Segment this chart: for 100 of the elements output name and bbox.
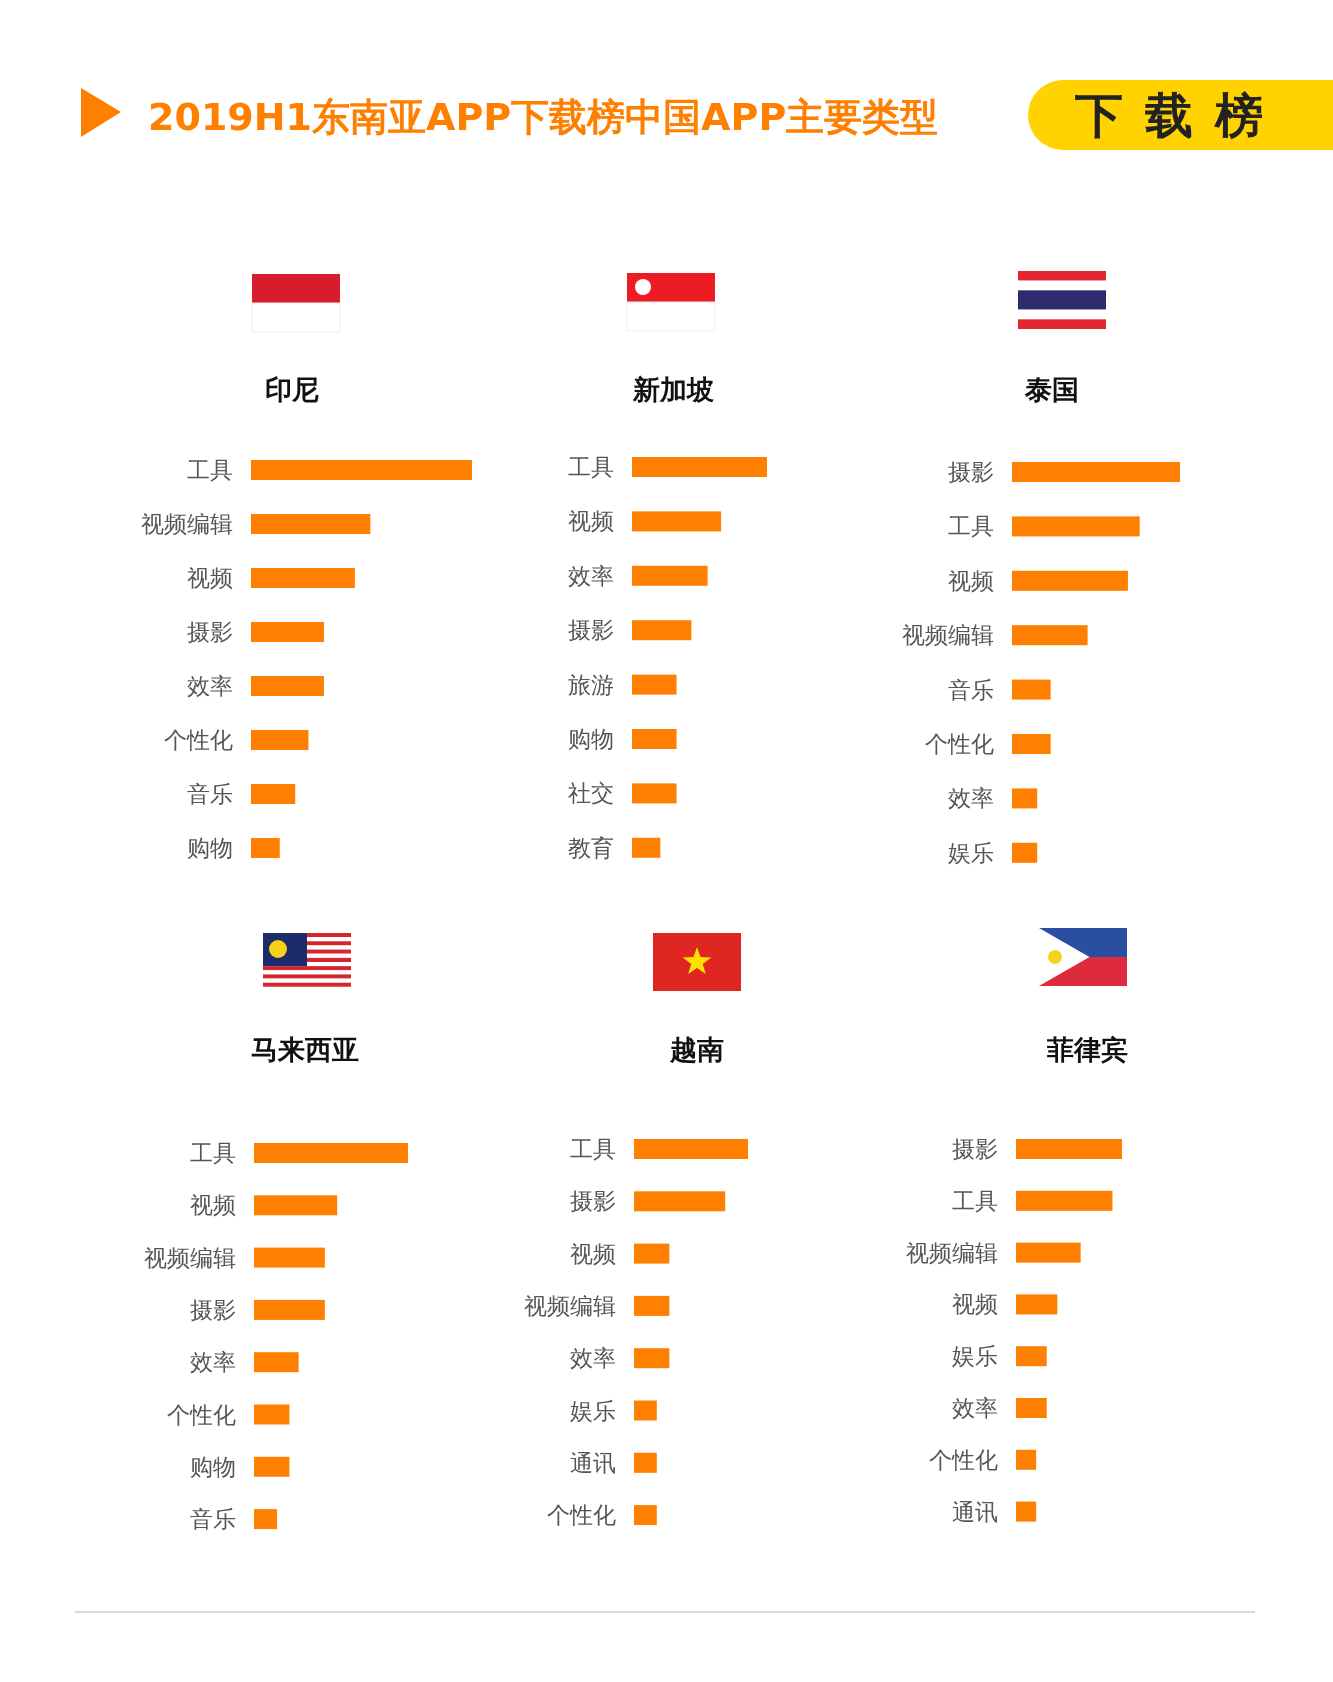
y-tick-label: 视频: [187, 565, 233, 591]
y-tick-label: 工具: [952, 1187, 998, 1214]
y-tick-label: 视频编辑: [141, 511, 233, 537]
chart-title: 马来西亚: [251, 1034, 359, 1065]
y-tick-label: 通讯: [570, 1449, 616, 1476]
bar: [251, 622, 324, 642]
bar: [1012, 679, 1051, 700]
y-tick-label: 工具: [187, 457, 233, 483]
bar: [254, 1195, 338, 1216]
y-tick-label: 视频: [952, 1291, 998, 1318]
y-tick-label: 工具: [190, 1140, 236, 1166]
bar: [251, 568, 355, 588]
y-tick-label: 旅游: [568, 671, 614, 698]
bar: [254, 1352, 299, 1373]
bar: [632, 511, 722, 532]
y-tick-label: 音乐: [948, 676, 994, 703]
bar: [251, 784, 296, 804]
bar: [1016, 1501, 1037, 1522]
y-tick-label: 个性化: [925, 731, 994, 757]
bar: [254, 1456, 290, 1477]
y-tick-label: 音乐: [190, 1506, 236, 1533]
y-tick-label: 效率: [568, 562, 614, 589]
y-tick-label: 摄影: [568, 617, 614, 644]
bar: [1016, 1139, 1122, 1159]
chart-title: 印尼: [265, 374, 319, 405]
bar: [1012, 734, 1051, 754]
bar: [1012, 625, 1088, 646]
y-tick-label: 视频编辑: [524, 1292, 616, 1319]
y-tick-label: 视频: [948, 567, 994, 594]
y-tick-label: 摄影: [948, 459, 994, 485]
bar: [632, 620, 692, 641]
bar: [1016, 1242, 1081, 1263]
y-tick-label: 工具: [568, 454, 614, 480]
y-tick-label: 购物: [187, 835, 233, 861]
y-tick-label: 视频: [568, 508, 614, 535]
bar: [254, 1299, 325, 1320]
y-tick-label: 摄影: [187, 619, 233, 645]
y-tick-label: 工具: [948, 513, 994, 540]
bar: [632, 674, 677, 695]
y-tick-label: 效率: [187, 673, 233, 699]
bar: [632, 837, 661, 858]
chart-title: 越南: [669, 1034, 724, 1065]
bar: [634, 1505, 657, 1526]
y-tick-label: 个性化: [547, 1502, 616, 1529]
y-tick-label: 视频: [190, 1192, 236, 1219]
y-tick-label: 摄影: [570, 1188, 616, 1215]
bar: [634, 1139, 748, 1159]
y-tick-label: 娱乐: [948, 839, 994, 866]
bar: [254, 1247, 325, 1268]
bar: [634, 1191, 726, 1212]
bar: [634, 1400, 657, 1421]
chart-title: 菲律宾: [1045, 1034, 1128, 1065]
bar: [1016, 1190, 1113, 1211]
y-tick-label: 效率: [952, 1395, 998, 1421]
bar: [1016, 1449, 1037, 1470]
y-tick-label: 音乐: [187, 781, 233, 807]
bar: [254, 1143, 408, 1163]
y-tick-label: 摄影: [190, 1296, 236, 1323]
bar: [634, 1295, 670, 1316]
bar: [1012, 788, 1038, 809]
bar: [632, 457, 767, 477]
y-tick-label: 视频编辑: [902, 622, 994, 649]
y-tick-label: 社交: [568, 780, 614, 807]
chart-title: 泰国: [1024, 374, 1079, 405]
y-tick-label: 效率: [948, 785, 994, 812]
bar: [251, 460, 472, 480]
text: 2019H1东南亚APP下载榜中国APP主要类型: [148, 95, 939, 139]
y-tick-label: 效率: [190, 1349, 236, 1376]
bar: [1016, 1346, 1047, 1367]
y-tick-label: 视频: [570, 1240, 616, 1267]
bar: [1012, 570, 1128, 591]
bar: [634, 1243, 670, 1264]
y-tick-label: 通讯: [952, 1498, 998, 1525]
bar: [634, 1348, 670, 1369]
bar: [251, 514, 371, 534]
y-tick-label: 个性化: [167, 1401, 236, 1428]
y-tick-label: 工具: [570, 1136, 616, 1162]
bar: [254, 1404, 290, 1425]
y-tick-label: 娱乐: [570, 1397, 616, 1424]
y-tick-label: 个性化: [929, 1446, 998, 1473]
text: 下载榜: [1075, 87, 1285, 143]
bar: [1012, 462, 1180, 482]
y-tick-label: 教育: [568, 834, 614, 861]
bar: [634, 1452, 657, 1473]
bar: [254, 1509, 278, 1530]
y-tick-label: 摄影: [952, 1136, 998, 1162]
bar: [251, 676, 324, 696]
bar: [632, 565, 708, 586]
y-tick-label: 娱乐: [952, 1343, 998, 1370]
y-tick-label: 效率: [570, 1345, 616, 1372]
y-tick-label: 购物: [190, 1453, 236, 1480]
y-tick-label: 个性化: [164, 727, 233, 753]
bar: [1012, 842, 1038, 863]
y-tick-label: 购物: [568, 726, 614, 752]
y-tick-label: 视频编辑: [906, 1239, 998, 1266]
bar: [251, 730, 309, 750]
bar: [1016, 1398, 1047, 1418]
bar: [632, 783, 677, 804]
y-tick-label: 视频编辑: [144, 1244, 236, 1271]
bar: [1016, 1294, 1058, 1315]
